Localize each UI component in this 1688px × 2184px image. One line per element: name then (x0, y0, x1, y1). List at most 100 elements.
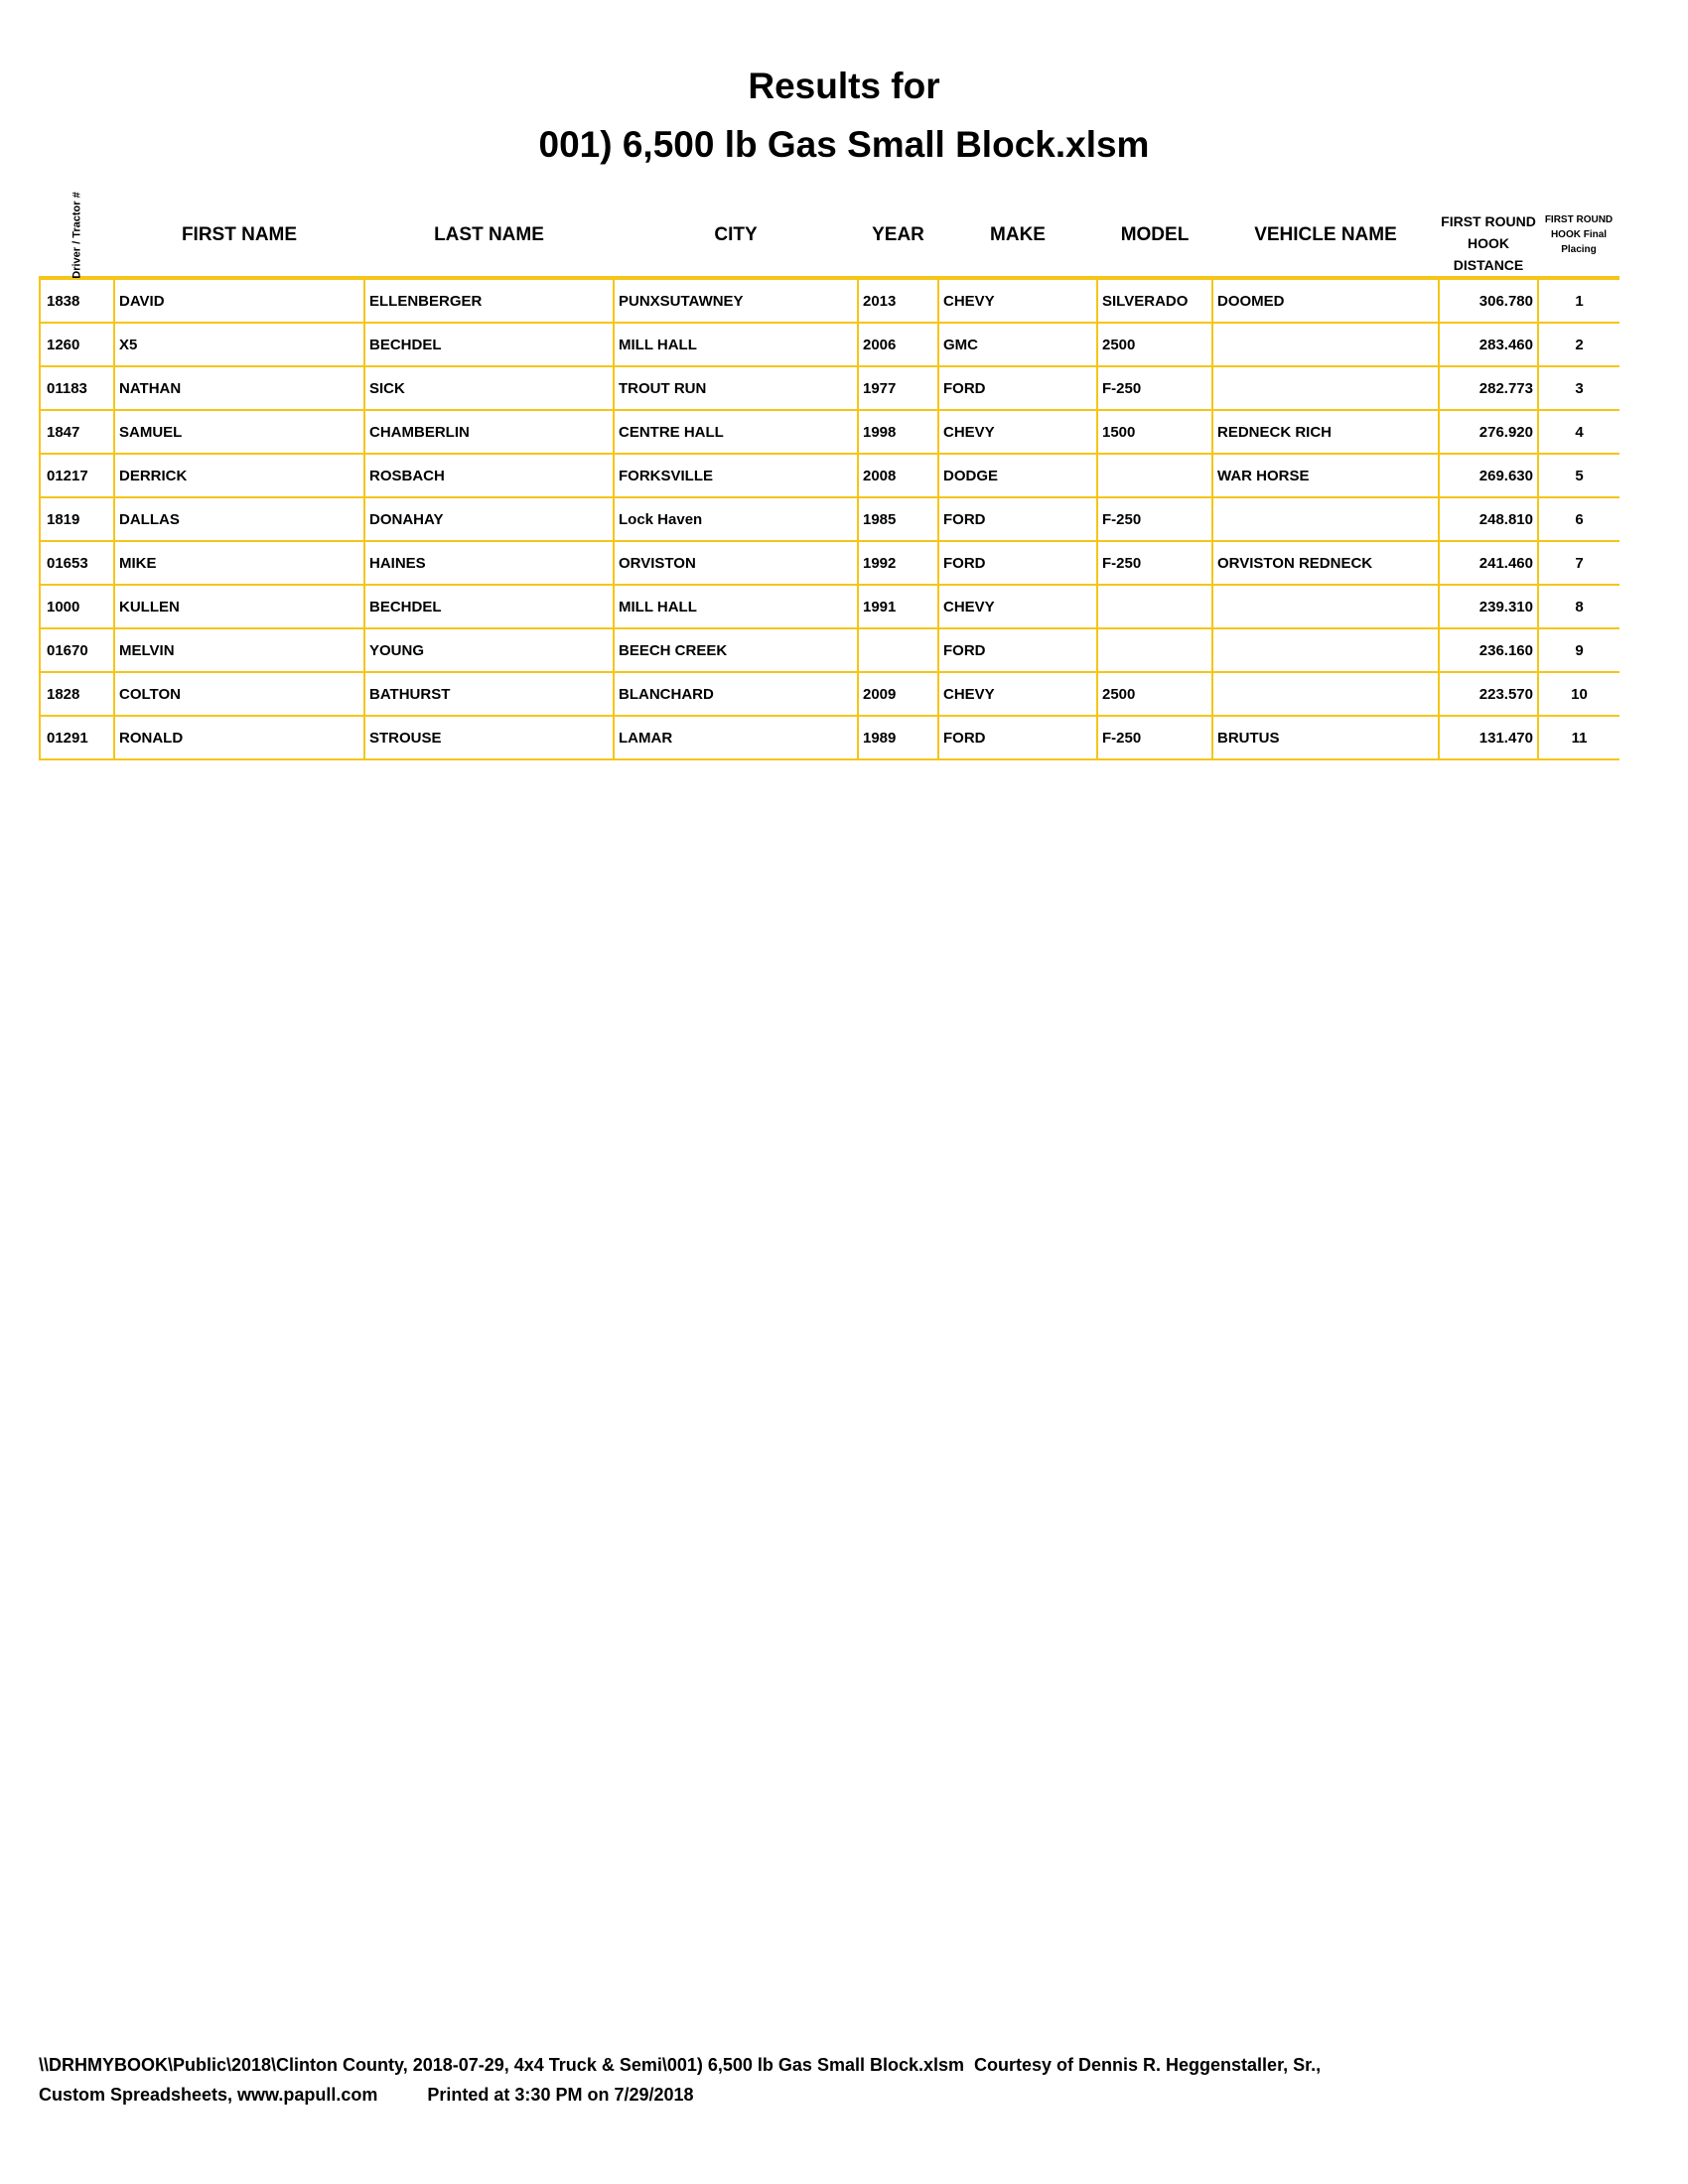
footer-path: \\DRHMYBOOK\Public\2018\Clinton County, … (39, 2055, 1322, 2075)
cell-make: CHEVY (937, 671, 1098, 717)
cell-distance: 248.810 (1438, 496, 1539, 542)
cell-vehicle-name (1211, 584, 1440, 629)
cell-distance: 236.160 (1438, 627, 1539, 673)
table-row: 1819 DALLAS DONAHAY Lock Haven 1985 FORD F-250… (39, 496, 1619, 542)
cell-year: 2006 (857, 322, 939, 367)
cell-city: TROUT RUN (613, 365, 859, 411)
cell-placing: 9 (1537, 627, 1619, 673)
cell-placing: 6 (1537, 496, 1619, 542)
cell-driver-number: 01670 (39, 627, 115, 673)
cell-vehicle-name (1211, 365, 1440, 411)
table-row: 1828 COLTON BATHURST BLANCHARD 2009 CHEVY 2500… (39, 671, 1619, 717)
header-city: CITY (714, 223, 758, 245)
page-title-line2: 001) 6,500 lb Gas Small Block.xlsm (538, 124, 1150, 165)
cell-year: 1998 (857, 409, 939, 455)
cell-placing: 8 (1537, 584, 1619, 629)
header-label: Driver / Tractor # (70, 191, 82, 279)
cell-last-name: CHAMBERLIN (363, 409, 615, 455)
table-row: 1000 KULLEN BECHDEL MILL HALL 1991 CHEVY 239.3… (39, 584, 1619, 629)
cell-placing: 4 (1537, 409, 1619, 455)
cell-vehicle-name: ORVISTON REDNECK (1211, 540, 1440, 586)
cell-driver-number: 1847 (39, 409, 115, 455)
cell-distance: 276.920 (1438, 409, 1539, 455)
cell-last-name: SICK (363, 365, 615, 411)
cell-model: F-250 (1096, 715, 1213, 760)
cell-make: CHEVY (937, 584, 1098, 629)
cell-city: CENTRE HALL (613, 409, 859, 455)
header-vehicle-name: VEHICLE NAME (1254, 223, 1397, 245)
cell-model (1096, 584, 1213, 629)
table-row: 01653 MIKE HAINES ORVISTON 1992 FORD F-250 ORVI… (39, 540, 1619, 586)
table-row: 1847 SAMUEL CHAMBERLIN CENTRE HALL 1998 CHEVY… (39, 409, 1619, 455)
cell-distance: 241.460 (1438, 540, 1539, 586)
cell-distance: 239.310 (1438, 584, 1539, 629)
cell-make: CHEVY (937, 277, 1098, 324)
cell-vehicle-name: REDNECK RICH (1211, 409, 1440, 455)
cell-last-name: STROUSE (363, 715, 615, 760)
cell-placing: 7 (1537, 540, 1619, 586)
cell-driver-number: 1838 (39, 277, 115, 324)
cell-first-name: DERRICK (113, 453, 365, 498)
cell-city: FORKSVILLE (613, 453, 859, 498)
cell-last-name: ELLENBERGER (363, 277, 615, 324)
cell-last-name: ROSBACH (363, 453, 615, 498)
cell-vehicle-name (1211, 627, 1440, 673)
cell-city: PUNXSUTAWNEY (613, 277, 859, 324)
results-table: Driver / Tractor # FIRST NAME LAST NAME … (39, 191, 1619, 760)
table-row: 01291 RONALD STROUSE LAMAR 1989 FORD F-250 BRUT… (39, 715, 1619, 760)
cell-city: Lock Haven (613, 496, 859, 542)
cell-distance: 223.570 (1438, 671, 1539, 717)
cell-model: 2500 (1096, 322, 1213, 367)
cell-year: 1992 (857, 540, 939, 586)
cell-first-name: MELVIN (113, 627, 365, 673)
cell-placing: 11 (1537, 715, 1619, 760)
cell-city: MILL HALL (613, 322, 859, 367)
cell-placing: 3 (1537, 365, 1619, 411)
cell-first-name: NATHAN (113, 365, 365, 411)
cell-first-name: DALLAS (113, 496, 365, 542)
cell-make: FORD (937, 540, 1098, 586)
cell-driver-number: 01291 (39, 715, 115, 760)
cell-year: 1991 (857, 584, 939, 629)
cell-first-name: X5 (113, 322, 365, 367)
cell-distance: 269.630 (1438, 453, 1539, 498)
cell-last-name: BECHDEL (363, 322, 615, 367)
table-row: 01670 MELVIN YOUNG BEECH CREEK FORD 236.160 9 (39, 627, 1619, 673)
header-placing: FIRST ROUND HOOK Final Placing (1544, 214, 1614, 255)
cell-make: DODGE (937, 453, 1098, 498)
cell-distance: 283.460 (1438, 322, 1539, 367)
header-row: Driver / Tractor # FIRST NAME LAST NAME … (40, 191, 1619, 279)
cell-last-name: BECHDEL (363, 584, 615, 629)
cell-year (857, 627, 939, 673)
cell-driver-number: 1819 (39, 496, 115, 542)
cell-year: 1985 (857, 496, 939, 542)
cell-last-name: BATHURST (363, 671, 615, 717)
cell-placing: 10 (1537, 671, 1619, 717)
cell-distance: 282.773 (1438, 365, 1539, 411)
cell-placing: 5 (1537, 453, 1619, 498)
table-row: 1260 X5 BECHDEL MILL HALL 2006 GMC 2500 283.460… (39, 322, 1619, 367)
cell-make: CHEVY (937, 409, 1098, 455)
cell-make: GMC (937, 322, 1098, 367)
cell-model (1096, 453, 1213, 498)
cell-vehicle-name (1211, 671, 1440, 717)
cell-city: LAMAR (613, 715, 859, 760)
cell-driver-number: 01653 (39, 540, 115, 586)
cell-model: SILVERADO (1096, 277, 1213, 324)
cell-last-name: HAINES (363, 540, 615, 586)
cell-vehicle-name (1211, 496, 1440, 542)
cell-vehicle-name (1211, 322, 1440, 367)
cell-year: 1989 (857, 715, 939, 760)
header-driver-tractor: Driver / Tractor # (40, 191, 114, 279)
cell-driver-number: 01183 (39, 365, 115, 411)
cell-driver-number: 1000 (39, 584, 115, 629)
cell-first-name: KULLEN (113, 584, 365, 629)
cell-model: F-250 (1096, 540, 1213, 586)
cell-last-name: YOUNG (363, 627, 615, 673)
cell-first-name: MIKE (113, 540, 365, 586)
cell-vehicle-name: DOOMED (1211, 277, 1440, 324)
cell-first-name: SAMUEL (113, 409, 365, 455)
cell-distance: 131.470 (1438, 715, 1539, 760)
cell-model: F-250 (1096, 365, 1213, 411)
cell-year: 1977 (857, 365, 939, 411)
